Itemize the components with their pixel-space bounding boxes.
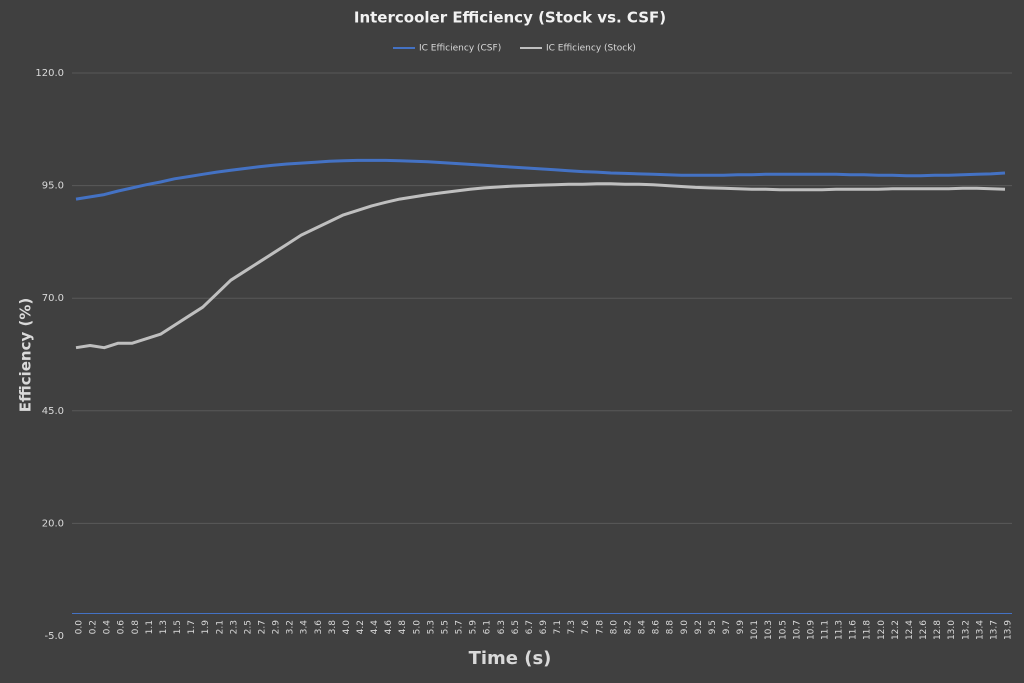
x-tick-label: 6.7 (525, 620, 535, 634)
x-tick-label: 11.1 (821, 620, 831, 640)
x-tick-label: 12.6 (919, 620, 929, 640)
x-tick-label: 5.5 (440, 620, 450, 634)
x-tick-label: 4.8 (398, 620, 408, 635)
x-tick-label: 12.0 (877, 620, 887, 640)
x-tick-label: 0.2 (89, 620, 99, 634)
x-tick-label: 1.7 (187, 620, 197, 634)
x-tick-label: 8.0 (609, 620, 619, 635)
x-tick-label: 0.8 (131, 620, 141, 635)
x-tick-label: 1.5 (173, 620, 183, 634)
x-tick-label: 5.3 (426, 620, 436, 634)
x-tick-label: 9.5 (708, 620, 718, 634)
y-tick-label: -5.0 (44, 631, 64, 642)
y-tick-label: 95.0 (42, 181, 64, 192)
x-tick-label: 8.8 (666, 620, 676, 635)
x-tick-label: 7.6 (581, 620, 591, 635)
x-tick-label: 0.0 (75, 620, 85, 635)
x-tick-label: 4.6 (384, 620, 394, 635)
x-tick-label: 7.3 (567, 620, 577, 634)
x-tick-label: 1.9 (201, 620, 211, 635)
chart-title: Intercooler Efficiency (Stock vs. CSF) (354, 9, 666, 27)
x-tick-label: 13.0 (947, 620, 957, 640)
x-tick-label: 11.8 (863, 620, 873, 640)
x-tick-label: 5.0 (412, 620, 422, 635)
x-tick-label: 10.3 (764, 620, 774, 640)
x-tick-label: 6.9 (539, 620, 549, 635)
x-tick-label: 8.4 (638, 620, 648, 635)
x-tick-label: 3.2 (286, 620, 296, 634)
x-tick-label: 3.8 (328, 620, 338, 635)
x-tick-label: 13.2 (961, 620, 971, 640)
x-tick-label: 2.1 (215, 620, 225, 634)
series-line (75, 158, 1006, 201)
x-tick-label: 8.2 (623, 620, 633, 634)
legend-label: IC Efficiency (Stock) (546, 44, 636, 54)
series-line (75, 182, 1006, 350)
x-tick-label: 13.4 (975, 620, 985, 640)
x-tick-label: 7.1 (553, 620, 563, 634)
x-axis-title: Time (s) (469, 648, 552, 669)
x-tick-label: 1.1 (145, 620, 155, 634)
x-tick-label: 5.7 (455, 620, 465, 634)
x-tick-label: 6.1 (483, 620, 493, 634)
x-tick-label: 4.0 (342, 620, 352, 635)
y-tick-label: 120.0 (35, 68, 64, 79)
x-tick-label: 9.9 (736, 620, 746, 635)
x-tick-label: 12.2 (891, 620, 901, 640)
y-tick-label: 70.0 (42, 293, 64, 304)
x-tick-label: 4.2 (356, 620, 366, 634)
y-axis-title: Efficiency (%) (17, 298, 35, 413)
x-tick-label: 8.6 (652, 620, 662, 635)
x-tick-label: 2.9 (272, 620, 282, 635)
x-tick-label: 7.8 (595, 620, 605, 635)
x-tick-label: 10.5 (778, 620, 788, 640)
x-tick-label: 2.3 (229, 620, 239, 634)
x-tick-label: 3.6 (314, 620, 324, 635)
x-tick-label: 0.4 (103, 620, 113, 635)
x-tick-label: 13.9 (1004, 620, 1014, 640)
x-tick-label: 10.1 (750, 620, 760, 640)
x-tick-label: 11.6 (849, 620, 859, 640)
x-tick-label: 12.4 (905, 620, 915, 640)
y-tick-label: 20.0 (42, 518, 64, 529)
x-tick-label: 10.9 (806, 620, 816, 640)
x-tick-label: 6.3 (497, 620, 507, 634)
x-tick-label: 6.5 (511, 620, 521, 634)
x-tick-label: 12.8 (933, 620, 943, 640)
x-tick-label: 13.7 (989, 620, 999, 640)
x-tick-label: 4.4 (370, 620, 380, 635)
x-tick-label: 10.7 (792, 620, 802, 640)
x-tick-label: 5.9 (469, 620, 479, 635)
legend-label: IC Efficiency (CSF) (419, 44, 501, 54)
x-tick-label: 2.5 (243, 620, 253, 634)
x-tick-label: 11.3 (835, 620, 845, 640)
y-tick-label: 45.0 (42, 406, 64, 417)
x-tick-label: 9.7 (722, 620, 732, 634)
x-tick-label: 9.0 (680, 620, 690, 635)
x-tick-label: 9.2 (694, 620, 704, 634)
x-tick-label: 0.6 (117, 620, 127, 635)
x-tick-label: 3.4 (300, 620, 310, 635)
x-tick-label: 1.3 (159, 620, 169, 634)
x-tick-label: 2.7 (257, 620, 267, 634)
